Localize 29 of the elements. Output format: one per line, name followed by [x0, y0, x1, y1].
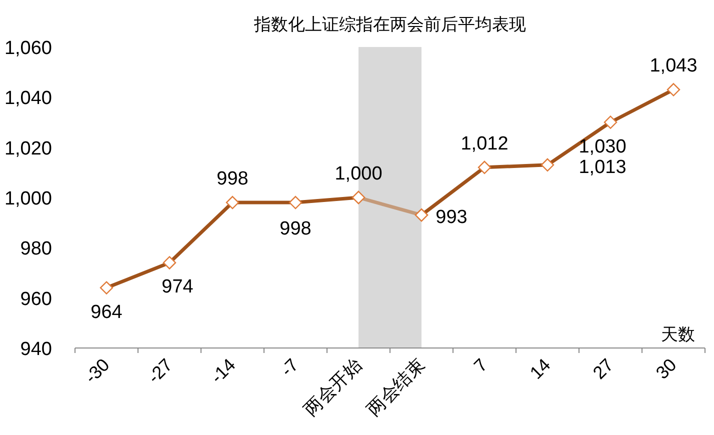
y-tick-label: 1,060: [4, 38, 52, 59]
y-tick-label: 1,040: [4, 88, 52, 110]
x-tick-label: -14: [206, 354, 240, 388]
y-tick-label: 940: [20, 339, 52, 360]
x-tick-label: -30: [80, 354, 114, 388]
x-tick-label: -27: [144, 354, 176, 388]
data-label: 1,043: [650, 56, 698, 77]
y-tick-label: 980: [20, 238, 52, 260]
x-tick-label: 7: [470, 354, 492, 376]
x-tick-label: 两会结束: [363, 354, 428, 420]
data-label: 974: [162, 276, 194, 298]
y-tick-label: 1,020: [4, 138, 52, 160]
data-label: 964: [90, 302, 123, 323]
data-label: 993: [436, 207, 468, 228]
data-label: 998: [280, 218, 312, 240]
y-tick-label: 960: [20, 288, 52, 310]
data-label: 1,030: [578, 136, 626, 158]
data-label: 1,012: [460, 133, 508, 154]
x-tick-label: 30: [652, 354, 680, 383]
y-tick-label: 1,000: [4, 188, 52, 210]
data-label: 1,013: [578, 156, 626, 178]
x-tick-label: -7: [276, 354, 302, 380]
x-axis-title: 天数: [661, 325, 695, 344]
chart-title: 指数化上证综指在两会前后平均表现: [253, 15, 526, 34]
x-tick-label: 27: [589, 354, 618, 383]
x-tick-label: 两会开始: [300, 354, 366, 420]
data-label: 1,000: [334, 164, 382, 184]
x-tick-label: 14: [526, 354, 554, 383]
data-label: 998: [216, 168, 248, 190]
